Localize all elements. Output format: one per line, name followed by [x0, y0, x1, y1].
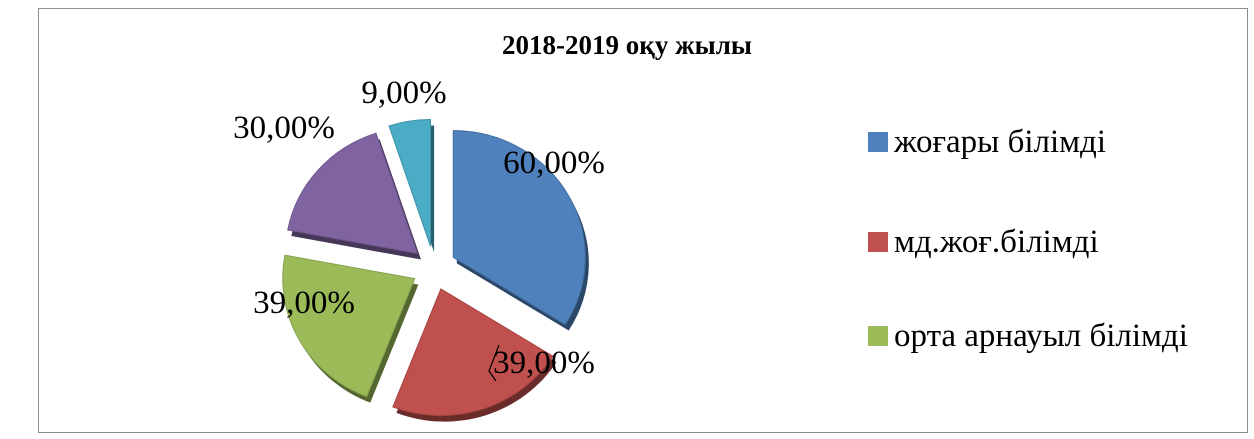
legend-label: орта арнауыл білімді: [894, 317, 1188, 354]
pie-slice-1: [392, 288, 554, 417]
chart-title: 2018-2019 оқу жылы: [502, 30, 752, 60]
legend-item: мд.жоғ.білімді: [868, 222, 1099, 262]
pie-slice-0: [452, 130, 586, 326]
data-label-2: 39,00%: [253, 285, 355, 321]
data-label-3: 30,00%: [233, 110, 335, 146]
legend-label: жоғары білімді: [894, 123, 1107, 160]
chart-frame: [38, 8, 1248, 433]
leader-line: [488, 344, 500, 382]
data-label-0: 60,00%: [503, 145, 605, 181]
legend-swatch: [868, 326, 888, 346]
data-label-4: 9,00%: [361, 75, 446, 111]
legend-item: орта арнауыл білімді: [868, 316, 1188, 356]
data-label-1: 39,00%: [493, 345, 595, 381]
legend-swatch: [868, 132, 888, 152]
legend-label: мд.жоғ.білімді: [894, 223, 1099, 260]
legend-item: жоғары білімді: [868, 122, 1106, 162]
pie-slice-3: [287, 132, 419, 255]
pie-slice-4: [388, 119, 432, 247]
pie-slice-2: [282, 254, 416, 398]
legend-swatch: [868, 232, 888, 252]
